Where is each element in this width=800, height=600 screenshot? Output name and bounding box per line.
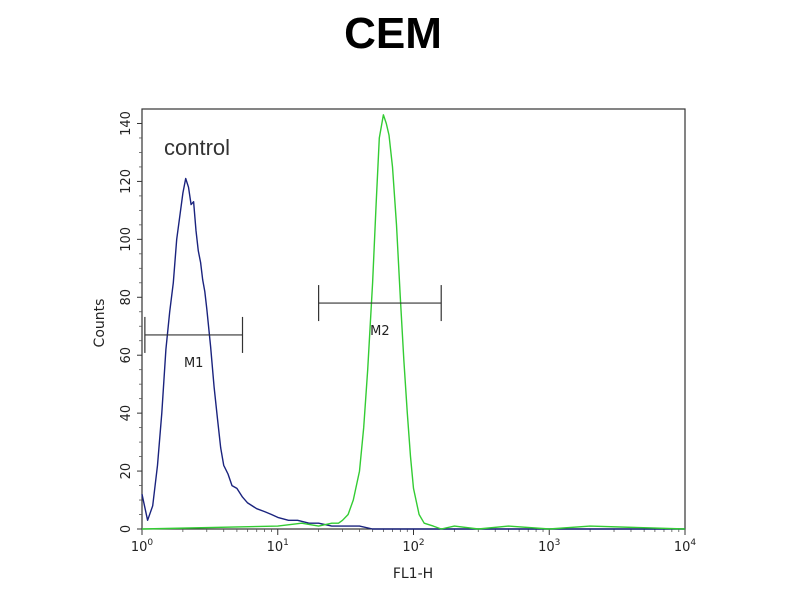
y-tick-label: 20 (119, 463, 134, 480)
x-tick-label: 103 (538, 538, 560, 555)
y-axis: 0 20 40 60 80 100 120 140 (119, 111, 142, 533)
series-line-2 (141, 114, 686, 530)
series-line-1 (141, 177, 685, 530)
x-axis: 100 101 102 103 104 (131, 529, 697, 555)
y-tick-label: 100 (119, 227, 134, 252)
y-tick-label: 80 (119, 289, 134, 306)
y-tick-label: 40 (119, 405, 134, 422)
y-tick-label: 60 (119, 347, 134, 364)
series-layer (141, 114, 686, 530)
gate-label: M1 (184, 356, 204, 371)
control-annotation: control (164, 135, 230, 160)
y-tick-label: 140 (119, 111, 134, 136)
gates-layer: M1 M2 (144, 285, 442, 371)
x-axis-label: FL1-H (393, 566, 433, 582)
chart-title: CEM (344, 9, 442, 58)
plot-area (141, 108, 686, 530)
x-tick-label: 102 (402, 538, 424, 555)
gate-label: M2 (370, 324, 390, 339)
x-tick-label: 100 (131, 538, 154, 555)
y-tick-label: 0 (119, 525, 134, 533)
y-axis-label: Counts (92, 299, 108, 348)
y-tick-label: 120 (119, 169, 134, 194)
x-tick-label: 104 (674, 538, 697, 555)
x-tick-label: 101 (267, 538, 289, 555)
